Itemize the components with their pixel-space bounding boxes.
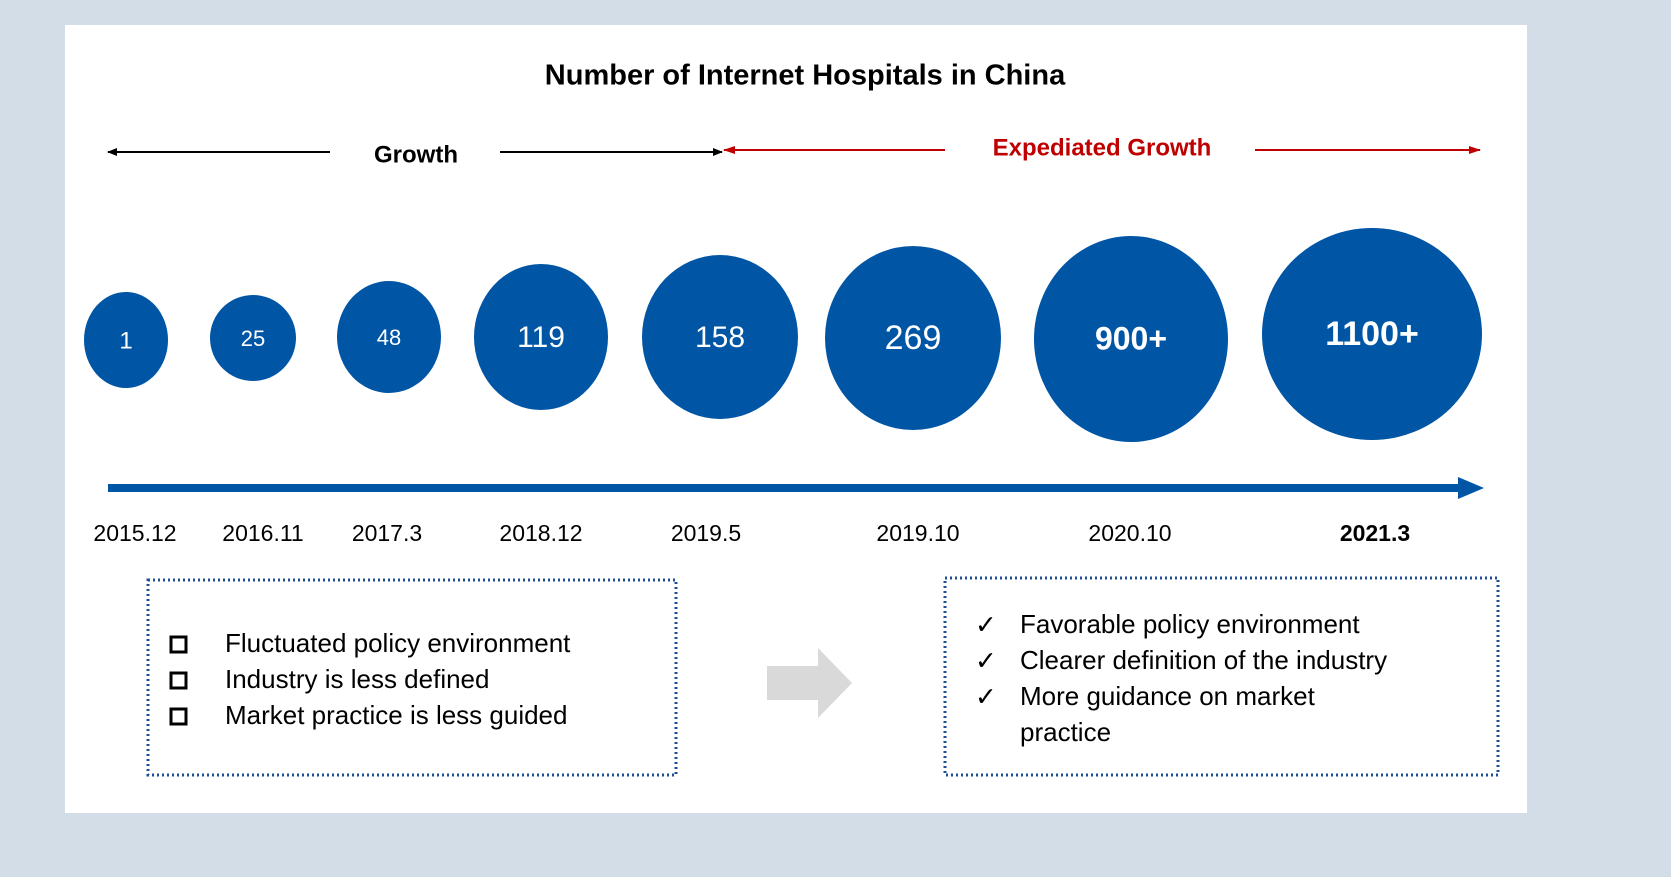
milestone-circle <box>825 246 1001 430</box>
timeline-head <box>1458 477 1484 499</box>
milestone-date: 2017.3 <box>352 520 422 546</box>
check-mark: ✓ <box>975 611 997 641</box>
milestone-date: 2018.12 <box>499 520 582 546</box>
milestone-count: 900+ <box>1095 320 1167 356</box>
check-mark: ✓ <box>975 683 997 713</box>
milestone-count: 25 <box>241 326 265 351</box>
phase-label: Growth <box>374 141 458 168</box>
milestone-count: 158 <box>695 321 745 354</box>
milestone-count: 1 <box>119 327 132 354</box>
milestone-circle <box>337 281 441 393</box>
title: Number of Internet Hospitals in China <box>545 60 1066 92</box>
milestone-date: 2020.10 <box>1088 520 1171 546</box>
milestone-date: 2015.12 <box>93 520 176 546</box>
before-item: Fluctuated policy environment <box>225 628 571 658</box>
after-item: Clearer definition of the industry <box>1020 645 1387 675</box>
milestone-circle <box>84 292 168 388</box>
phase-label: Expediated Growth <box>993 134 1212 161</box>
milestone-circle <box>474 264 608 410</box>
bullet-box <box>169 635 188 654</box>
milestone-date: 2019.10 <box>876 520 959 546</box>
before-item: Market practice is less guided <box>225 700 567 730</box>
bullet-box <box>169 707 188 726</box>
milestone-count: 1100+ <box>1325 315 1419 353</box>
before-item: Industry is less defined <box>225 664 489 694</box>
after-item: Favorable policy environment <box>1020 609 1360 639</box>
milestone-circle <box>1034 236 1228 442</box>
milestone-circle <box>210 295 296 381</box>
after-item: More guidance on market <box>1020 681 1316 711</box>
milestone-date: 2019.5 <box>671 520 741 546</box>
after-box <box>943 576 1500 777</box>
milestone-count: 48 <box>377 325 401 350</box>
bullet-box <box>169 671 188 690</box>
milestone-count: 119 <box>517 321 565 354</box>
milestone-date: 2021.3 <box>1340 520 1410 546</box>
after-item: practice <box>1020 717 1111 747</box>
milestone-date: 2016.11 <box>222 520 303 546</box>
milestone-circle <box>642 255 798 419</box>
milestone-count: 269 <box>885 319 942 357</box>
before-box <box>146 578 678 777</box>
milestone-circle <box>1262 228 1482 440</box>
check-mark: ✓ <box>975 647 997 677</box>
transition-arrow <box>767 648 852 718</box>
